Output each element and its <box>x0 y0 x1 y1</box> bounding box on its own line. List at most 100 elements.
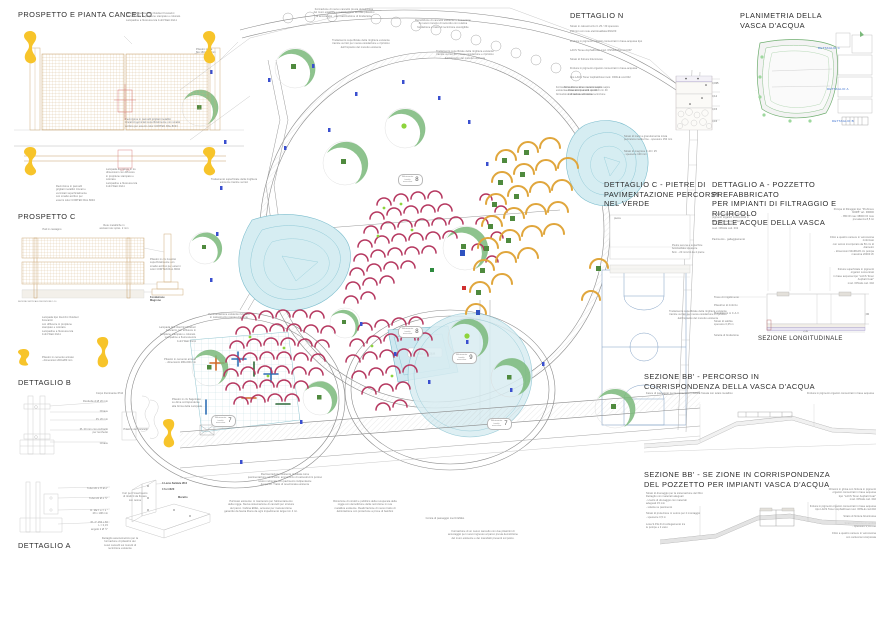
plan-annotation-13: Trattamento superficiale della ringhiera… <box>669 310 727 320</box>
dettaglio-a-t3: R. RET. e = 1 " 28 x 108 mm <box>90 509 108 516</box>
dettaglio-n-l2: 150 mm con rete elettrosaldata Ø10/20 <box>570 30 617 33</box>
plan-marker-7a[interactable]: Riferimento tavola esecutiva 7 <box>211 415 236 428</box>
plan-marker-label: Riferimento tavola esecutiva <box>215 417 227 425</box>
plan-marker-label: Riferimento tavola esecutiva <box>491 420 503 428</box>
prospetto-c-lamp-right-note: Lampada tipo iGuzzini Outdoor Foscarini … <box>159 326 196 343</box>
dettaglio-n-l3: Finitura in pigmenti organici concentrat… <box>570 40 643 43</box>
plan-marker-label: Riferimento tavola esecutiva <box>402 328 414 336</box>
plan-marker-7b[interactable]: Riferimento tavola esecutiva 7 <box>487 418 512 431</box>
plan-annotation-4: Trattamento superficiale della ringhiera… <box>436 50 494 60</box>
plan-marker-8b[interactable]: Riferimento tavola esecutiva 8 <box>398 326 423 339</box>
plan-marker-number: 8 <box>415 329 419 336</box>
gate-elevation-drawing <box>14 24 244 174</box>
dettaglio-n-section <box>672 75 720 136</box>
dettaglio-n-l7: tipo LACS Toner AsphaltCoat mod. OPALE c… <box>570 76 631 79</box>
dettaglio-b-pillar-note: Pilastro in cls Sagomato su dima corrisp… <box>172 398 202 408</box>
plan-annotation-8: Corsia di passaggio mezzi ENEL <box>425 517 465 520</box>
plan-marker-label: Riferimento tavola esecutiva <box>456 354 468 362</box>
dettaglio-b-drawing <box>14 390 214 466</box>
gate-walllamp-note: Lampada da parete in tre dimensioni con … <box>106 168 138 189</box>
dettaglio-a-t1: Tubo D6 F H Ø 2" <box>86 487 108 490</box>
prospetto-c-mesh-note: Rete metalliche in acciaio inox spiss. 2… <box>99 224 129 231</box>
lamp-icon-prospetto-right <box>96 336 110 368</box>
plan-marker-number: 9 <box>469 355 473 362</box>
plan-annotation-10: Trattamento superficiale della ringhiera… <box>210 178 258 185</box>
dettaglio-n-dim-4: 0,15 <box>712 120 718 123</box>
plan-marker-number: 7 <box>504 421 508 428</box>
tree-symbols-green <box>181 47 636 429</box>
planimetria-title: PLANIMETRIA DELLA VASCA D'ACQUA <box>740 11 822 30</box>
prospetto-c-lamp-left-note: Lampada tipo iGuzzini Outdoor Foscarini … <box>42 316 79 337</box>
planimetria-callout-b[interactable]: DETTAGLIO B <box>832 119 854 123</box>
pozzetto-leaders <box>712 205 877 298</box>
sezione-bb-pozzetto-note-left: Strato di drenaggio per la sistemazione … <box>646 492 703 530</box>
pozzetto-note-right1: Pompa di filtraggio tipo "Prefinvex 3008… <box>833 208 874 222</box>
plan-marker-number: 8 <box>415 177 419 184</box>
dettaglio-n-l1: Strato in calcestruzzo C.25 / 30 spessor… <box>570 25 619 28</box>
planimetria-callout-a[interactable]: DETTAGLIO A <box>827 87 849 91</box>
planimetria-drawing <box>744 31 874 143</box>
plan-annotation-2: Demolizione di cancello esistente e form… <box>415 19 471 29</box>
pozzetto-section-drawing <box>765 290 870 334</box>
pozzetto-s3: Monoblocco in C.A.V. <box>714 312 740 315</box>
sezione-bb-pozzetto-drawing <box>659 500 877 546</box>
prospetto-c-drawing <box>14 233 214 304</box>
sezione-bb-vasca-note-right: Finitura in pigmenti organici concentrat… <box>807 392 874 395</box>
dettaglio-a-title: DETTAGLIO A <box>18 541 71 550</box>
pozzetto-note-left: Chiusini in ghisa con finitura in pigmen… <box>712 213 750 230</box>
lamp-icon-dettaglio-b <box>162 418 176 448</box>
plan-annotation-9: Formazione di un nuovo cancello con due … <box>447 530 519 540</box>
sezione-bb-vasca-note-left: Fasce di passaggio per la carrozzina in … <box>646 392 733 395</box>
pozzetto-dim-right: 2,00 <box>864 313 870 316</box>
dettaglio-n-l4: LACS Tonee AsphaltCoat mod. OSSIDIANA co… <box>570 49 632 52</box>
dettaglio-c-title: DETTAGLIO C - PIETRE DI PAVIMENTAZIONE P… <box>604 180 719 208</box>
plan-annotation-3: Trattamento superficiale della ringhiera… <box>332 39 390 49</box>
plan-annotation-5: Pavimentazione esistente rivisitata come… <box>247 473 323 487</box>
central-site-plan: vasca d'acqua <box>124 0 701 560</box>
lamp-icon-prospetto-left <box>17 348 31 366</box>
dettaglio-b-gatepillar-note: Pilastro del Cancello <box>123 428 148 431</box>
dettaglio-n-b2: Strato di magrone C.20 / 25 - spessore 1… <box>624 150 657 157</box>
dettaglio-n-side-note: Formazione di un nuovo muretto sapra esi… <box>556 86 602 96</box>
dettaglio-a-pozzetto-title: DETTAGLIO A - POZZETTO PREFABBRICATO PER… <box>712 180 837 227</box>
prospetto-c-poles-note: Pali in castagno <box>42 228 62 231</box>
pozzetto-s4: Strato di sabbia spessore 0,05 m <box>714 320 734 327</box>
plan-marker-9[interactable]: Riferimento tavola esecutiva 9 <box>452 352 477 365</box>
pozzetto-note-right3: finitura superficiale in pigmenti organi… <box>833 268 874 285</box>
dettaglio-n-l6: Finitura in pigmenti organici concentrat… <box>570 67 638 70</box>
plan-annotation-7: Porticato esistente: in mantenuto per l'… <box>224 500 298 514</box>
dettaglio-b-item5: Chiave <box>99 442 108 445</box>
dettaglio-n-b1: Strato di inerti a granulometria mista p… <box>624 135 673 142</box>
plan-marker-label: Riferimento tavola esecutiva <box>402 176 414 184</box>
prospetto-c-title: PROSPETTO C <box>18 212 76 221</box>
planimetria-callout-c[interactable]: DETTAGLIO C <box>818 46 840 50</box>
pozzetto-note-right2: Filtro a quattro camere in vetroresina r… <box>830 236 874 257</box>
gate-fence-bottom-note: Recinzione in pannelli grigliati metalli… <box>56 185 95 202</box>
plan-annotation-6: Rimozione di cordoli e pubblico della re… <box>333 500 397 514</box>
pozzetto-note-left2: Pavimento - galleggiamento <box>712 238 746 241</box>
dettaglio-c-stone-label: pietra <box>614 217 621 220</box>
dettaglio-b-item4: PL 20 mm con occhiello per lucchetto <box>79 428 108 435</box>
dettaglio-b-lamp-note: Corpo illuminante IP44 <box>96 392 124 395</box>
plan-annotation-11: Pavimentazione esistente rivisitata in c… <box>208 313 250 320</box>
dettaglio-n-dim-3: 0,15 <box>712 108 718 111</box>
plan-marker-8a[interactable]: Riferimento tavola esecutiva 8 <box>398 174 423 187</box>
pozzetto-s5: Soletta di fondazione <box>714 334 740 337</box>
gate-elevation-title: PROSPETTO E PIANTA CANCELLO <box>18 10 153 19</box>
prospetto-c-scale-note: SEZIONE VERTICALE RECINZIONE 1:10 <box>18 301 57 303</box>
dettaglio-a-concrete-note: Muretto <box>178 496 188 499</box>
dettaglio-a-axono-note: Dettaglio assonometrico per la formazion… <box>101 537 139 551</box>
dettaglio-n-dim-2: 0,12 <box>712 95 718 98</box>
lamp-icon-plan-right <box>201 146 217 176</box>
lamp-icon-gate-right <box>201 30 217 64</box>
pozzetto-s1: Trave di irrigidimento <box>714 296 740 299</box>
sezione-bb-vasca-title: SEZIONE BB' - PERCORSO IN CORRISPONDENZA… <box>644 372 815 391</box>
dettaglio-a-drawing <box>14 478 224 540</box>
gate-lamp-note: Lampada tipo iGuzzini Outdoor Foscarini … <box>126 12 181 22</box>
sezione-longitudinale-title: SEZIONE LONGITUDINALE <box>758 336 843 342</box>
shrub-field-pink <box>223 190 508 411</box>
lamp-icon-plan-left <box>22 146 38 176</box>
pozzetto-dim-bottom: 3,30 <box>803 330 809 333</box>
dettaglio-b-item2: Chiave <box>99 410 108 413</box>
